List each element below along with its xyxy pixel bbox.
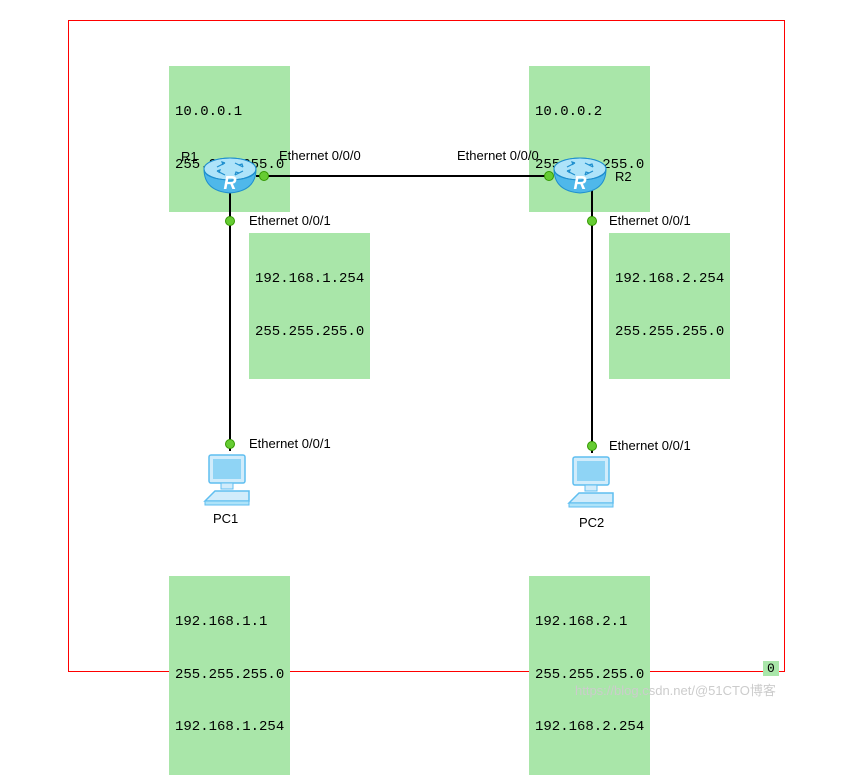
pc2-ip: 192.168.2.1 <box>535 614 644 632</box>
pc1-e001-label: Ethernet 0/0/1 <box>249 436 331 451</box>
pc2-label: PC2 <box>579 515 604 530</box>
pc2[interactable] <box>563 453 619 509</box>
svg-text:R: R <box>224 173 237 193</box>
pc1-gw: 192.168.1.254 <box>175 719 284 737</box>
r1-lan-mask: 255.255.255.0 <box>255 324 364 342</box>
r1-e001-label: Ethernet 0/0/1 <box>249 213 331 228</box>
link-r2-pc2 <box>591 189 593 453</box>
pc2-e001-label: Ethernet 0/0/1 <box>609 438 691 453</box>
router-r2[interactable]: R <box>553 157 607 195</box>
port-pc1-e001 <box>225 439 235 449</box>
page-index: 0 <box>763 661 779 676</box>
pc1[interactable] <box>199 451 255 507</box>
watermark-text: https://blog.csdn.net/@51CTO博客 <box>575 680 776 699</box>
r2-e000-label: Ethernet 0/0/0 <box>457 148 539 163</box>
pc1-label: PC1 <box>213 511 238 526</box>
pc1-address: 192.168.1.1 255.255.255.0 192.168.1.254 <box>169 576 290 775</box>
pc1-ip: 192.168.1.1 <box>175 614 284 632</box>
pc2-gw: 192.168.2.254 <box>535 719 644 737</box>
link-r1-pc1 <box>229 189 231 451</box>
pc2-address: 192.168.2.1 255.255.255.0 192.168.2.254 <box>529 576 650 775</box>
port-pc2-e001 <box>587 441 597 451</box>
port-r2-e000 <box>544 171 554 181</box>
r1-label: R1 <box>181 149 198 164</box>
r2-e001-label: Ethernet 0/0/1 <box>609 213 691 228</box>
svg-text:R: R <box>574 173 587 193</box>
router-r1[interactable]: R <box>203 157 257 195</box>
diagram-canvas: 10.0.0.1 255.255.255.0 10.0.0.2 255.255.… <box>68 20 785 672</box>
r1-wan-ip: 10.0.0.1 <box>175 104 284 122</box>
link-r1-r2 <box>256 175 553 177</box>
r2-lan-ip: 192.168.2.254 <box>615 271 724 289</box>
r2-wan-ip: 10.0.0.2 <box>535 104 644 122</box>
port-r1-e001 <box>225 216 235 226</box>
r2-label: R2 <box>615 169 632 184</box>
port-r2-e001 <box>587 216 597 226</box>
pc1-mask: 255.255.255.0 <box>175 667 284 685</box>
r2-lan-mask: 255.255.255.0 <box>615 324 724 342</box>
r1-lan-ip: 192.168.1.254 <box>255 271 364 289</box>
r1-lan-address: 192.168.1.254 255.255.255.0 <box>249 233 370 379</box>
r2-lan-address: 192.168.2.254 255.255.255.0 <box>609 233 730 379</box>
r1-e000-label: Ethernet 0/0/0 <box>279 148 361 163</box>
port-r1-e000 <box>259 171 269 181</box>
